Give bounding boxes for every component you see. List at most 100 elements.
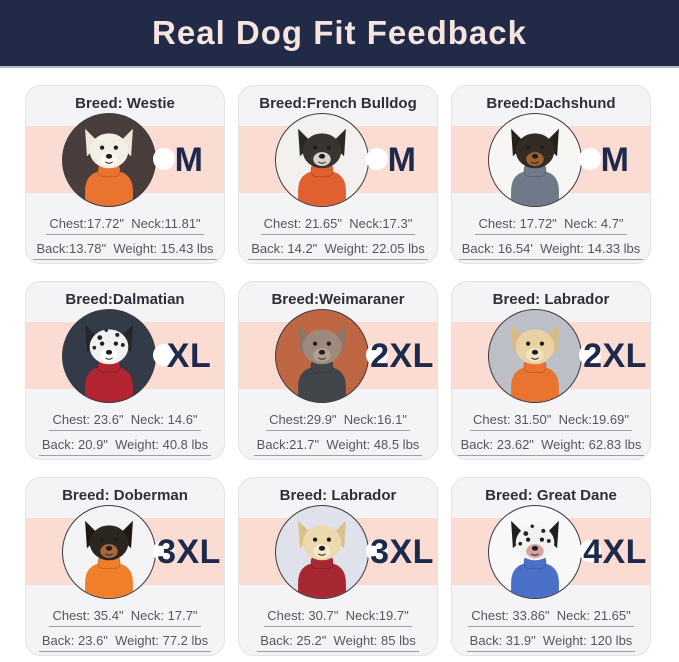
- size-label: 2XL: [583, 336, 647, 375]
- breed-card: Breed: Westie M Chest:17.72" Neck:11.81"…: [25, 85, 225, 264]
- chest-neck-text: Chest: 35.4" Neck: 17.7": [49, 608, 201, 627]
- size-label: 3XL: [370, 532, 434, 571]
- breed-title: Breed: Labrador: [279, 487, 397, 504]
- breed-title: Breed:French Bulldog: [259, 95, 417, 112]
- dog-illustration: [298, 520, 346, 598]
- breed-card: Breed: Doberman 3XL Chest: 35.4" Neck: 1…: [25, 477, 225, 656]
- size-label-dot: [579, 148, 601, 170]
- breed-title: Breed:Dalmatian: [65, 291, 185, 308]
- fit-feedback-grid: Breed: Westie M Chest:17.72" Neck:11.81"…: [25, 85, 652, 656]
- size-label-area: XL: [156, 333, 222, 379]
- back-weight-text: Back: 31.9" Weight: 120 lbs: [466, 633, 636, 652]
- chest-neck-measurement: Chest: 33.86" Neck: 21.65": [452, 608, 650, 627]
- size-label: 4XL: [583, 532, 647, 571]
- dog-illustration: [298, 324, 346, 402]
- breed-title: Breed:Weimaraner: [271, 291, 405, 308]
- size-label-dot: [366, 344, 388, 366]
- header-banner: Real Dog Fit Feedback: [0, 0, 679, 66]
- breed-title: Breed:Dachshund: [486, 95, 616, 112]
- size-label-dot: [153, 540, 175, 562]
- back-weight-measurement: Back: 20.9" Weight: 40.8 lbs: [26, 437, 224, 456]
- chest-neck-measurement: Chest: 35.4" Neck: 17.7": [26, 608, 224, 627]
- dog-illustration: [511, 520, 559, 598]
- size-label-area: 3XL: [156, 529, 222, 575]
- dog-illustration: [85, 520, 133, 598]
- size-label-dot: [153, 148, 175, 170]
- breed-title: Breed: Great Dane: [485, 487, 617, 504]
- chest-neck-measurement: Chest: 30.7" Neck:19.7": [239, 608, 437, 627]
- chest-neck-measurement: Chest:17.72" Neck:11.81": [26, 216, 224, 235]
- chest-neck-measurement: Chest:29.9" Neck:16.1": [239, 412, 437, 431]
- back-weight-measurement: Back: 31.9" Weight: 120 lbs: [452, 633, 650, 652]
- size-label: M: [174, 140, 204, 179]
- chest-neck-text: Chest: 31.50" Neck:19.69": [470, 412, 632, 431]
- chest-neck-text: Chest:29.9" Neck:16.1": [266, 412, 410, 431]
- dog-photo: [62, 505, 156, 599]
- dog-photo: [62, 113, 156, 207]
- back-weight-measurement: Back: 16.54' Weight: 14.33 lbs: [452, 241, 650, 260]
- dog-photo: [275, 113, 369, 207]
- breed-card: Breed:Dalmatian XL Chest: 23.6" Neck: 14…: [25, 281, 225, 460]
- dog-illustration: [85, 128, 133, 206]
- back-weight-measurement: Back:13.78" Weight: 15.43 lbs: [26, 241, 224, 260]
- size-label-area: M: [582, 137, 648, 183]
- size-label-area: M: [369, 137, 435, 183]
- chest-neck-text: Chest: 30.7" Neck:19.7": [264, 608, 412, 627]
- chest-neck-measurement: Chest: 23.6" Neck: 14.6": [26, 412, 224, 431]
- size-label-area: 3XL: [369, 529, 435, 575]
- dog-photo: [488, 309, 582, 403]
- dog-photo: [62, 309, 156, 403]
- back-weight-measurement: Back:21.7" Weight: 48.5 lbs: [239, 437, 437, 456]
- back-weight-measurement: Back: 14.2" Weight: 22.05 lbs: [239, 241, 437, 260]
- dog-illustration: [511, 324, 559, 402]
- size-label-area: M: [156, 137, 222, 183]
- size-label-area: 2XL: [582, 333, 648, 379]
- dog-photo: [488, 113, 582, 207]
- chest-neck-text: Chest: 23.6" Neck: 14.6": [49, 412, 201, 431]
- back-weight-measurement: Back: 23.62" Weight: 62.83 lbs: [452, 437, 650, 456]
- breed-title: Breed: Westie: [75, 95, 175, 112]
- dog-illustration: [298, 128, 346, 206]
- breed-card: Breed:Dachshund M Chest: 17.72" Neck: 4.…: [451, 85, 651, 264]
- back-weight-text: Back:21.7" Weight: 48.5 lbs: [253, 437, 423, 456]
- size-label-area: 2XL: [369, 333, 435, 379]
- back-weight-text: Back: 23.6" Weight: 77.2 lbs: [38, 633, 212, 652]
- back-weight-text: Back: 23.62" Weight: 62.83 lbs: [457, 437, 645, 456]
- chest-neck-text: Chest: 21.65" Neck:17.3": [260, 216, 416, 235]
- back-weight-text: Back: 14.2" Weight: 22.05 lbs: [248, 241, 428, 260]
- size-label: XL: [166, 336, 212, 375]
- page-title: Real Dog Fit Feedback: [152, 14, 527, 51]
- size-label-dot: [579, 344, 601, 366]
- chest-neck-measurement: Chest: 17.72" Neck: 4.7": [452, 216, 650, 235]
- size-label: M: [387, 140, 417, 179]
- breed-card: Breed: Labrador 3XL Chest: 30.7" Neck:19…: [238, 477, 438, 656]
- chest-neck-measurement: Chest: 21.65" Neck:17.3": [239, 216, 437, 235]
- breed-card: Breed: Labrador 2XL Chest: 31.50" Neck:1…: [451, 281, 651, 460]
- back-weight-measurement: Back: 25.2" Weight: 85 lbs: [239, 633, 437, 652]
- size-label-dot: [366, 148, 388, 170]
- back-weight-text: Back: 16.54' Weight: 14.33 lbs: [458, 241, 644, 260]
- chest-neck-text: Chest:17.72" Neck:11.81": [46, 216, 204, 235]
- breed-title: Breed: Doberman: [62, 487, 188, 504]
- size-label-dot: [579, 540, 601, 562]
- back-weight-text: Back: 25.2" Weight: 85 lbs: [257, 633, 419, 652]
- size-label: 2XL: [370, 336, 434, 375]
- dog-photo: [488, 505, 582, 599]
- chest-neck-text: Chest: 33.86" Neck: 21.65": [468, 608, 634, 627]
- chest-neck-text: Chest: 17.72" Neck: 4.7": [475, 216, 627, 235]
- size-label-dot: [153, 344, 175, 366]
- size-label: M: [600, 140, 630, 179]
- breed-card: Breed:Weimaraner 2XL Chest:29.9" Neck:16…: [238, 281, 438, 460]
- dog-photo: [275, 505, 369, 599]
- chest-neck-measurement: Chest: 31.50" Neck:19.69": [452, 412, 650, 431]
- back-weight-text: Back:13.78" Weight: 15.43 lbs: [33, 241, 217, 260]
- size-label-area: 4XL: [582, 529, 648, 575]
- size-label: 3XL: [157, 532, 221, 571]
- breed-card: Breed: Great Dane 4XL Chest: 33.86" Neck…: [451, 477, 651, 656]
- back-weight-text: Back: 20.9" Weight: 40.8 lbs: [38, 437, 212, 456]
- dog-illustration: [511, 128, 559, 206]
- size-label-dot: [366, 540, 388, 562]
- dog-photo: [275, 309, 369, 403]
- breed-card: Breed:French Bulldog M Chest: 21.65" Nec…: [238, 85, 438, 264]
